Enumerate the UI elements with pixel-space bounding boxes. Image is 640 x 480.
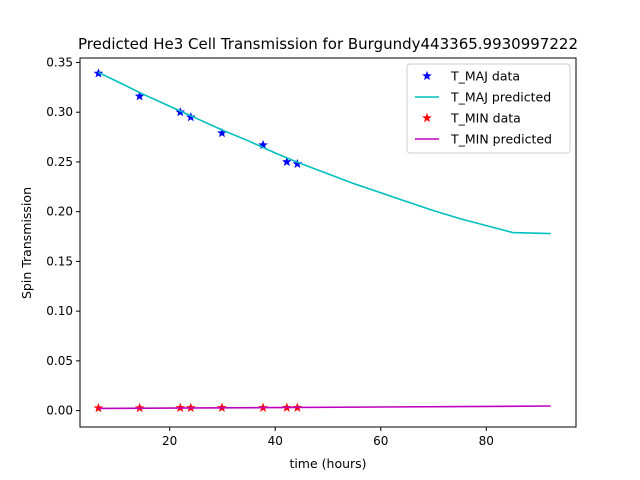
y-tick-label: 0.00 (46, 404, 73, 418)
y-tick-label: 0.05 (46, 354, 73, 368)
y-tick-label: 0.35 (46, 55, 73, 69)
series-line-t-min-predicted (98, 405, 551, 410)
y-tick-label: 0.10 (46, 304, 73, 318)
data-point-t-maj-data (281, 156, 292, 167)
ticks-layer: 20 40 60 80 0.00 0.05 0.10 0.15 0.20 0.25 0.30 0.35 (46, 55, 494, 448)
legend-label-t-maj-data: T_MAJ data (450, 69, 520, 84)
axes-frame (79, 57, 577, 428)
x-tick-label: 40 (268, 434, 283, 448)
legend-box (406, 63, 571, 154)
chart-title: Predicted He3 Cell Transmission for Burg… (78, 35, 578, 53)
legend: T_MAJ data T_MAJ predicted T_MIN data T_MIN… (406, 63, 571, 154)
legend-swatch-t-min-data (422, 112, 432, 123)
y-tick-label: 0.25 (46, 155, 73, 169)
x-tick-label: 80 (479, 434, 494, 448)
x-axis-label: time (hours) (289, 456, 366, 471)
legend-swatch-t-maj-data (422, 70, 432, 81)
y-tick-label: 0.15 (46, 254, 73, 268)
data-point-t-min-data (93, 402, 104, 413)
legend-label-t-min-data: T_MIN data (450, 111, 521, 126)
series-layer (93, 68, 551, 413)
y-axis-label: Spin Transmission (19, 187, 34, 299)
x-tick-label: 60 (373, 434, 388, 448)
data-point-t-maj-data (185, 111, 196, 122)
y-tick-label: 0.20 (46, 205, 73, 219)
legend-label-t-min-predicted: T_MIN predicted (450, 132, 552, 147)
x-tick-label: 20 (162, 434, 177, 448)
series-line-t-maj-predicted (98, 71, 551, 235)
y-tick-label: 0.30 (46, 105, 73, 119)
data-point-t-maj-data (292, 158, 303, 169)
legend-label-t-maj-predicted: T_MAJ predicted (450, 90, 551, 105)
